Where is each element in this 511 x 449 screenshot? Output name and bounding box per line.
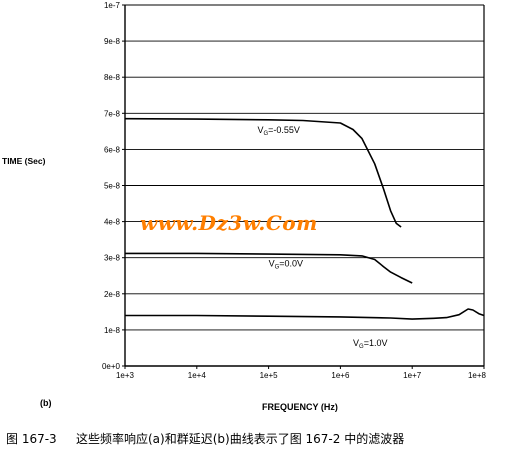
x-tick-label: 1e+4 <box>188 371 207 380</box>
y-tick-label: 9e-8 <box>104 37 121 46</box>
y-tick-label: 0e+0 <box>102 362 121 371</box>
y-tick-label: 8e-8 <box>104 73 121 82</box>
series-line-1 <box>124 117 402 228</box>
panel-label: (b) <box>40 398 52 408</box>
x-tick-label: 1e+7 <box>403 371 422 380</box>
y-tick-label: 5e-8 <box>104 182 121 191</box>
x-tick-label: 1e+5 <box>260 371 279 380</box>
y-tick-label: 7e-8 <box>104 109 121 118</box>
y-tick-label: 1e-7 <box>104 1 121 10</box>
y-tick-label: 4e-8 <box>104 218 121 227</box>
x-tick-label: 1e+8 <box>468 371 487 380</box>
figure-number: 图 167-3 <box>6 432 57 446</box>
series-annotation-1: VG=-0.55V <box>257 125 299 137</box>
watermark-text: www.Dz3w.Com <box>140 211 318 235</box>
y-tick-label: 1e-8 <box>104 326 121 335</box>
y-ticks: 0e+0 1e-8 2e-8 3e-8 4e-8 5e-8 6e-8 7e-8 8e-8 9e-8… <box>102 1 125 371</box>
x-ticks: 1e+3 1e+4 1e+5 1e+6 1e+7 1e+8 <box>116 366 487 380</box>
y-axis-label: TIME (Sec) <box>2 156 46 166</box>
series-annotation-2: VG=0.0V <box>269 259 303 271</box>
y-tick-label: 2e-8 <box>104 290 121 299</box>
x-tick-label: 1e+3 <box>116 371 135 380</box>
x-tick-label: 1e+6 <box>331 371 350 380</box>
series-annotation-3: VG=1.0V <box>353 338 387 350</box>
y-gridlines <box>125 4 484 331</box>
series-line-2 <box>125 252 413 284</box>
series-lines <box>124 117 485 320</box>
series-line-3 <box>125 308 485 320</box>
series-annotations: VG=-0.55V VG=0.0V VG=1.0V <box>257 125 387 350</box>
y-tick-label: 3e-8 <box>104 254 121 263</box>
x-axis-label: FREQUENCY (Hz) <box>262 402 338 412</box>
y-tick-label: 6e-8 <box>104 145 121 154</box>
figure-caption: 这些频率响应(a)和群延迟(b)曲线表示了图 167-2 中的滤波器 <box>76 431 404 446</box>
